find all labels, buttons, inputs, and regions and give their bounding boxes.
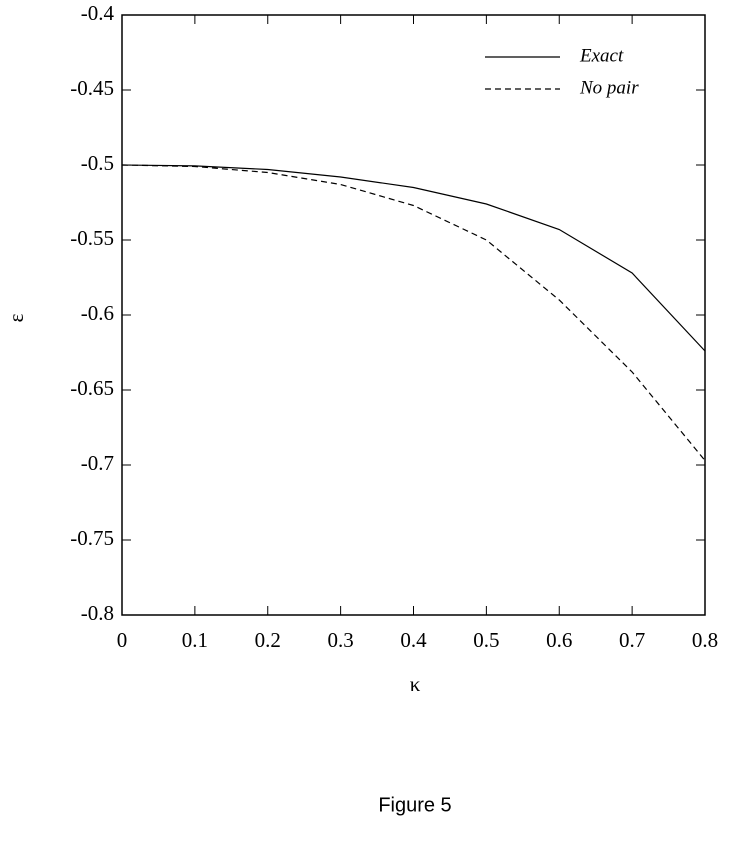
x-tick-label: 0.2: [255, 628, 281, 652]
x-tick-label: 0.3: [328, 628, 354, 652]
x-tick-label: 0.5: [473, 628, 499, 652]
y-tick-label: -0.65: [70, 376, 114, 400]
x-tick-label: 0.1: [182, 628, 208, 652]
caption: Figure 5: [378, 794, 451, 816]
y-tick-label: -0.8: [81, 601, 114, 625]
y-tick-label: -0.45: [70, 76, 114, 100]
y-tick-label: -0.75: [70, 526, 114, 550]
y-tick-label: -0.4: [81, 1, 115, 25]
legend-label: Exact: [579, 45, 624, 66]
data-line: [121, 164, 706, 461]
x-axis-label: κ: [410, 672, 421, 696]
y-axis-label: ε: [4, 313, 28, 322]
data-line: [121, 164, 706, 352]
x-tick-label: 0.7: [619, 628, 645, 652]
legend-label: No pair: [579, 77, 639, 98]
y-tick-label: -0.5: [81, 151, 114, 175]
y-tick-label: -0.6: [81, 301, 114, 325]
y-tick-label: -0.55: [70, 226, 114, 250]
x-tick-label: 0.4: [400, 628, 427, 652]
x-tick-label: 0.6: [546, 628, 572, 652]
plot-frame: [121, 14, 706, 616]
x-tick-label: 0.8: [692, 628, 718, 652]
y-tick-label: -0.7: [81, 451, 114, 475]
x-tick-label: 0: [117, 628, 128, 652]
